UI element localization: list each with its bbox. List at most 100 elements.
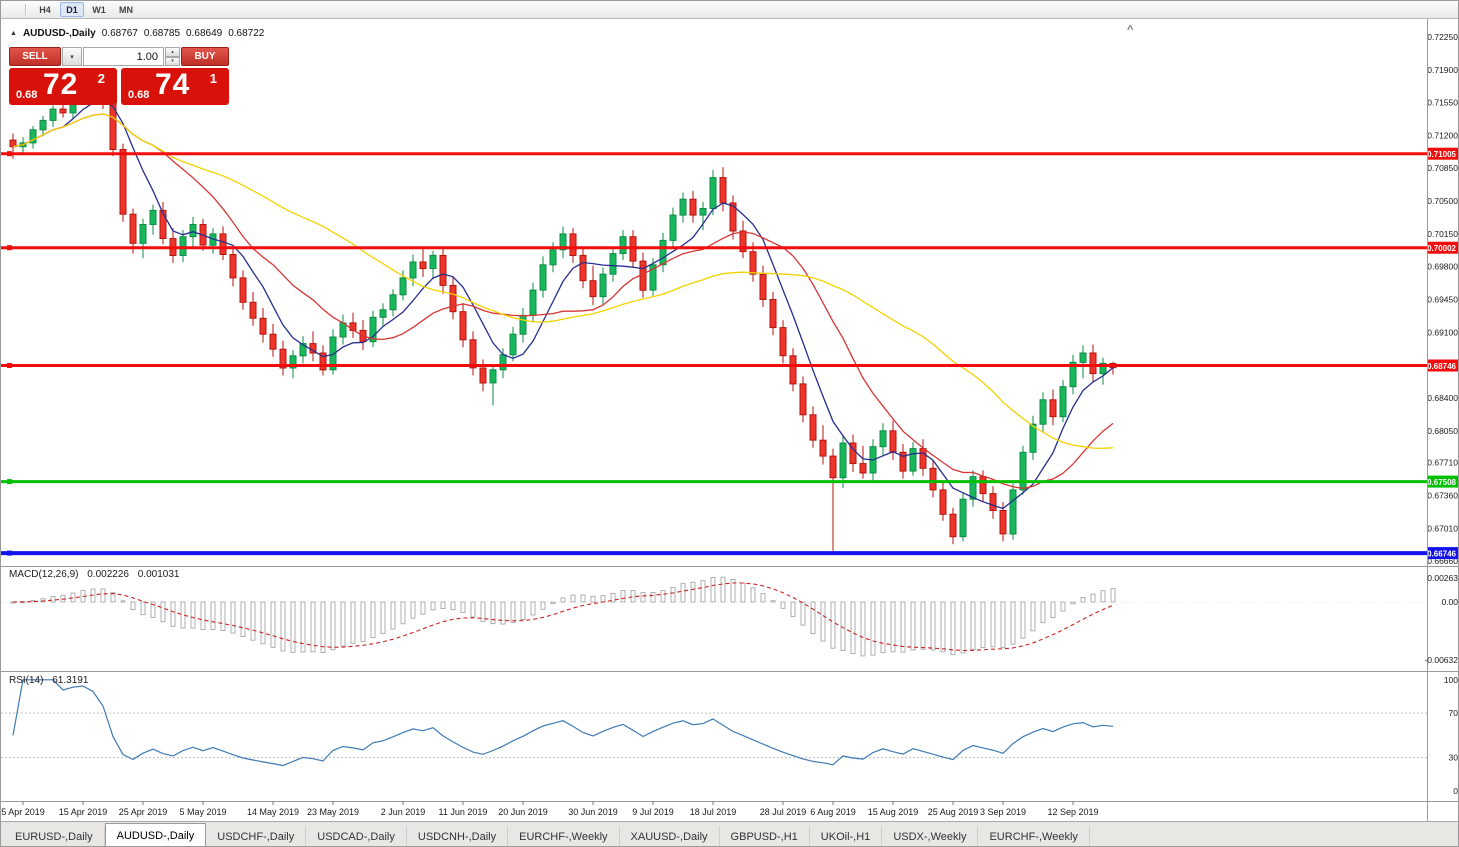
candles-layer [9, 78, 1117, 551]
macd-signal-value: 0.001031 [137, 569, 180, 580]
svg-text:0.70150: 0.70150 [1427, 229, 1458, 239]
svg-text:70: 70 [1449, 708, 1459, 718]
chart-tab-0[interactable]: EURUSD-,Daily [4, 826, 105, 846]
sell-button[interactable]: SELL [9, 47, 61, 66]
svg-text:5 May 2019: 5 May 2019 [179, 807, 226, 817]
svg-text:28 Jul 2019: 28 Jul 2019 [760, 807, 807, 817]
sell-price-main: 72 [43, 68, 79, 101]
svg-text:3 Sep 2019: 3 Sep 2019 [980, 807, 1026, 817]
chart-tab-10[interactable]: EURCHF-,Weekly [978, 826, 1090, 846]
svg-text:0.68746: 0.68746 [1427, 362, 1456, 371]
svg-text:0.67710: 0.67710 [1427, 458, 1458, 468]
collapse-trade-panel-icon[interactable]: ▲ [10, 30, 17, 37]
toolbar-grip [25, 4, 27, 15]
horizontal-lines-layer[interactable]: 0.71005 0.70002 0.68746 0.67508 0.66746 [1, 147, 1459, 560]
timeframe-button-d1[interactable]: D1 [60, 2, 84, 17]
hline-price-tag [1428, 359, 1458, 372]
svg-text:0.68400: 0.68400 [1427, 393, 1458, 403]
chart-tab-5[interactable]: EURCHF-,Weekly [508, 826, 620, 846]
macd-indicator-label: MACD(12,26,9) 0.002226 0.001031 [9, 569, 179, 580]
macd-layer [10, 576, 1116, 657]
rsi-name: RSI(14) [9, 675, 44, 686]
svg-text:0.71200: 0.71200 [1427, 130, 1458, 140]
ohlc-open: 0.68767 [101, 28, 138, 39]
svg-text:20 Jun 2019: 20 Jun 2019 [498, 807, 548, 817]
sell-price-prefix: 0.68 [16, 89, 38, 101]
buy-button[interactable]: BUY [181, 47, 229, 66]
buy-price-prefix: 0.68 [128, 89, 150, 101]
sell-price-sup: 2 [97, 71, 105, 86]
rsi-indicator-label: RSI(14) 61.3191 [9, 675, 88, 686]
chart-tab-8[interactable]: UKOil-,H1 [810, 826, 883, 846]
hline-price-tag [1428, 475, 1458, 488]
svg-text:14 May 2019: 14 May 2019 [247, 807, 299, 817]
rsi-value: 61.3191 [52, 675, 89, 686]
svg-text:0.68050: 0.68050 [1427, 426, 1458, 436]
ohlc-high: 0.68785 [143, 28, 181, 39]
svg-text:0.72250: 0.72250 [1427, 32, 1458, 42]
svg-text:0.00: 0.00 [1441, 597, 1458, 607]
timeframe-buttons: H4 D1 W1 MN [33, 2, 141, 17]
timeframe-button-w1[interactable]: W1 [92, 5, 106, 15]
macd-name: MACD(12,26,9) [9, 569, 79, 580]
buy-price-main: 74 [155, 68, 191, 101]
chart-tab-4[interactable]: USDCNH-,Daily [407, 826, 509, 846]
one-click-trading-panel: SELL ▾ 1.00 ▴ ▾ BUY 0.68 72 2 0.68 74 1 [9, 47, 229, 105]
svg-text:0.67508: 0.67508 [1427, 478, 1456, 487]
svg-text:100: 100 [1444, 675, 1458, 685]
timeframe-button-mn[interactable]: MN [119, 5, 133, 15]
chart-tab-7[interactable]: GBPUSD-,H1 [720, 826, 810, 846]
macd-main-value: 0.002226 [87, 569, 129, 580]
chevron-down-icon: ▾ [70, 53, 74, 61]
timeframe-button-h4[interactable]: H4 [39, 5, 51, 15]
hline-price-tag [1428, 547, 1458, 560]
chart-canvas[interactable]: 0.72250 0.71900 0.71550 0.71200 0.70850 0.705… [1, 1, 1459, 821]
svg-text:0.71550: 0.71550 [1427, 98, 1458, 108]
svg-text:0.70002: 0.70002 [1427, 244, 1456, 253]
stepper-up-icon[interactable]: ▴ [165, 47, 180, 57]
svg-text:0.66746: 0.66746 [1427, 550, 1456, 559]
date-axis: 5 Apr 2019 15 Apr 2019 25 Apr 2019 5 May 20… [1, 801, 1099, 817]
svg-text:0.70500: 0.70500 [1427, 196, 1458, 206]
timeframe-toolbar: H4 D1 W1 MN [1, 1, 1458, 19]
svg-text:0: 0 [1453, 786, 1458, 796]
subwindow-collapse-icon[interactable]: ^ [1127, 24, 1134, 36]
lot-size-input[interactable]: 1.00 [83, 47, 164, 66]
svg-text:0.71900: 0.71900 [1427, 65, 1458, 75]
svg-text:11 Jun 2019: 11 Jun 2019 [439, 807, 488, 817]
svg-text:0.71005: 0.71005 [1427, 150, 1456, 159]
svg-text:30 Jun 2019: 30 Jun 2019 [568, 807, 618, 817]
ohlc-low: 0.68649 [186, 28, 223, 39]
svg-text:5 Apr 2019: 5 Apr 2019 [1, 807, 45, 817]
chart-tab-3[interactable]: USDCAD-,Daily [306, 826, 407, 846]
ohlc-close: 0.68722 [228, 28, 265, 39]
chart-tab-2[interactable]: USDCHF-,Daily [206, 826, 307, 846]
svg-text:0.69100: 0.69100 [1427, 327, 1458, 337]
symbol-period-label: AUDUSD-,Daily [22, 28, 96, 39]
svg-text:15 Apr 2019: 15 Apr 2019 [59, 807, 108, 817]
hline-handle [7, 245, 12, 251]
svg-text:9 Jul 2019: 9 Jul 2019 [632, 807, 674, 817]
svg-text:23 May 2019: 23 May 2019 [307, 807, 359, 817]
lot-stepper[interactable]: ▴ ▾ [165, 47, 180, 66]
price-axis: 0.72250 0.71900 0.71550 0.71200 0.70850 0.705… [1427, 32, 1458, 566]
stepper-down-icon[interactable]: ▾ [165, 56, 180, 66]
svg-text:18 Jul 2019: 18 Jul 2019 [690, 807, 737, 817]
hline-handle [7, 363, 12, 368]
sell-price-tile[interactable]: 0.68 72 2 [9, 68, 117, 105]
svg-text:-0.00632: -0.00632 [1424, 655, 1458, 665]
svg-text:0.66660: 0.66660 [1427, 556, 1458, 566]
chart-tab-9[interactable]: USDX-,Weekly [882, 826, 979, 846]
chart-tab-1[interactable]: AUDUSD-,Daily [104, 823, 207, 846]
svg-text:2 Jun 2019: 2 Jun 2019 [381, 807, 426, 817]
buy-price-tile[interactable]: 0.68 74 1 [121, 68, 229, 105]
rsi-line [12, 679, 1114, 767]
svg-text:25 Aug 2019: 25 Aug 2019 [928, 807, 979, 817]
chart-tab-bar: EURUSD-,Daily AUDUSD-,Daily USDCHF-,Daily U… [1, 821, 1458, 846]
lot-dropdown-button[interactable]: ▾ [62, 47, 82, 66]
chart-tab-6[interactable]: XAUUSD-,Daily [620, 826, 720, 846]
hline-price-tag [1428, 241, 1458, 254]
hline-handle [7, 550, 12, 556]
svg-text:30: 30 [1449, 753, 1459, 763]
